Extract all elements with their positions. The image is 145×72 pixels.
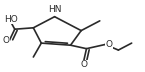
Text: O: O	[80, 60, 87, 69]
Text: HN: HN	[48, 5, 61, 14]
Text: O: O	[2, 36, 9, 45]
Text: HO: HO	[4, 15, 18, 24]
Text: O: O	[105, 40, 112, 49]
